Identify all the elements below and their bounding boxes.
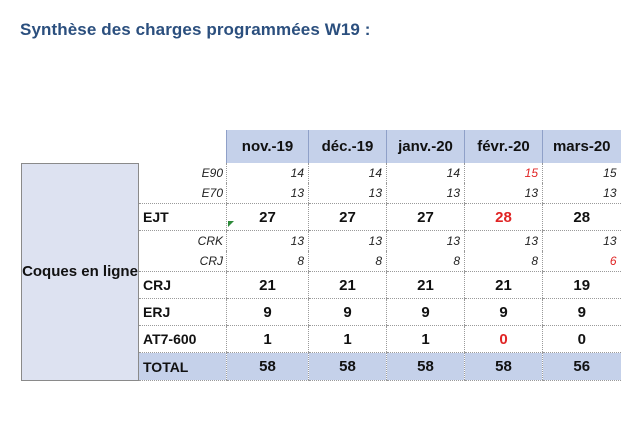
empty-corner [22,130,139,163]
sub-cell: 15 [542,163,621,183]
sub-row-label: E70 [138,183,227,204]
value-cell: 9 [226,298,309,326]
ejt-sub-row-e70: E70 13 13 13 13 13 [22,183,621,204]
sub-row-label: E90 [138,163,227,183]
value-cell: 21 [226,271,309,299]
value-cell: 28 [542,203,621,231]
cell-comment-marker [228,221,234,227]
sub-cell: 13 [464,183,543,204]
sub-cell: 13 [226,230,309,251]
ejt-row: EJT 27 27 27 28 28 [22,203,621,231]
page-title: Synthèse des charges programmées W19 : [20,20,371,39]
value-cell: 27 [308,203,387,231]
total-cell: 58 [464,352,543,381]
month-header: mars-20 [542,130,621,163]
month-header: déc.-19 [308,130,387,163]
value-cell-highlight: 0 [464,325,543,353]
sub-cell: 13 [542,183,621,204]
value-cell: 27 [386,203,465,231]
sub-cell: 13 [226,183,309,204]
sub-cell: 8 [464,251,543,272]
value-cell: 9 [386,298,465,326]
sub-cell: 13 [542,230,621,251]
sub-cell: 14 [386,163,465,183]
row-label: ERJ [138,298,227,326]
erj-row: ERJ 9 9 9 9 9 [22,298,621,326]
value-cell: 21 [308,271,387,299]
crj-sub-row-crk: CRK 13 13 13 13 13 [22,230,621,251]
value-cell: 0 [542,325,621,353]
row-label: EJT [138,203,227,231]
sub-cell: 8 [226,251,309,272]
empty-corner-2 [139,130,227,163]
sub-cell: 13 [464,230,543,251]
category-label: Coques en ligne [21,162,139,381]
value-cell: 9 [308,298,387,326]
total-cell: 58 [308,352,387,381]
sub-cell: 8 [308,251,387,272]
row-label: CRJ [138,271,227,299]
sub-cell: 14 [308,163,387,183]
sub-cell: 13 [308,230,387,251]
ejt-sub-row-e90: Coques en ligne E90 14 14 14 15 15 [21,162,621,381]
value-cell: 1 [308,325,387,353]
total-cell: 56 [542,352,621,381]
sub-cell: 13 [386,230,465,251]
value-cell: 19 [542,271,621,299]
value-cell: 9 [542,298,621,326]
value-cell: 21 [386,271,465,299]
sub-cell: 13 [386,183,465,204]
sub-cell-highlight: 6 [542,251,621,272]
crj-sub-row-crj: CRJ 8 8 8 8 6 [22,251,621,272]
row-label: TOTAL [138,352,227,381]
value-cell: 27 [226,203,309,231]
value-cell: 1 [226,325,309,353]
total-row: TOTAL 58 58 58 58 56 [22,352,621,381]
value-cell: 1 [386,325,465,353]
sub-cell: 13 [308,183,387,204]
row-label: AT7-600 [138,325,227,353]
total-cell: 58 [386,352,465,381]
sub-cell-highlight: 15 [464,163,543,183]
month-header: févr.-20 [464,130,543,163]
sub-row-label: CRJ [138,251,227,272]
charges-table: nov.-19 déc.-19 janv.-20 févr.-20 mars-2… [21,130,621,381]
month-header: janv.-20 [386,130,465,163]
total-cell: 58 [226,352,309,381]
sub-cell: 8 [386,251,465,272]
value-cell: 21 [464,271,543,299]
crj-row: CRJ 21 21 21 21 19 [22,271,621,299]
value-cell-highlight: 28 [464,203,543,231]
at7-row: AT7-600 1 1 1 0 0 [22,325,621,353]
sub-cell: 14 [226,163,309,183]
value-cell: 9 [464,298,543,326]
month-header: nov.-19 [226,130,309,163]
sub-row-label: CRK [138,230,227,251]
month-header-row: nov.-19 déc.-19 janv.-20 févr.-20 mars-2… [22,130,621,163]
